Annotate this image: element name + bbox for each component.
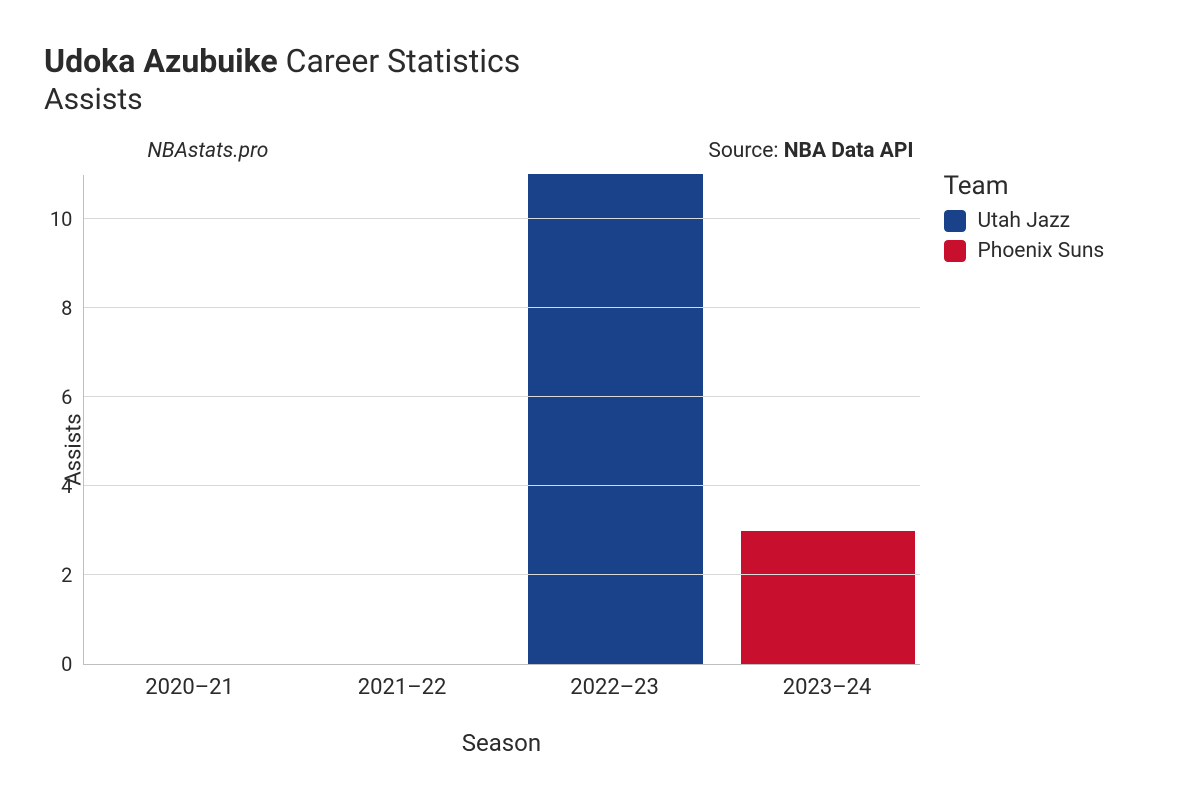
chart-subtitle: Assists — [44, 82, 1156, 117]
y-tick-label: 6 — [61, 385, 72, 409]
x-tick-label: 2021–22 — [358, 675, 447, 700]
legend-label: Utah Jazz — [978, 209, 1071, 233]
y-tick-label: 10 — [50, 207, 72, 231]
title-suffix: Career Statistics — [278, 42, 521, 80]
watermark-text: NBAstats.pro — [147, 139, 268, 163]
gridline — [84, 574, 919, 575]
legend-swatch — [944, 240, 966, 262]
gridline — [84, 307, 919, 308]
legend-item: Phoenix Suns — [944, 239, 1156, 263]
x-tick-label: 2023–24 — [783, 675, 872, 700]
gridline — [84, 396, 919, 397]
x-axis-label: Season — [83, 729, 919, 757]
legend-title: Team — [944, 171, 1156, 201]
legend-swatch — [944, 210, 966, 232]
source-prefix: Source: — [708, 139, 783, 163]
gridline — [84, 485, 919, 486]
legend-item: Utah Jazz — [944, 209, 1156, 233]
y-tick-label: 2 — [61, 563, 72, 587]
x-tick-label: 2020–21 — [145, 675, 234, 700]
title-player-name: Udoka Azubuike — [44, 42, 278, 80]
legend: Team Utah Jazz Phoenix Suns — [920, 137, 1156, 757]
source-text: Source: NBA Data API — [708, 139, 913, 163]
legend-label: Phoenix Suns — [978, 239, 1105, 263]
y-tick-label: 0 — [61, 652, 72, 676]
source-name: NBA Data API — [784, 139, 914, 163]
y-tick-label: 4 — [61, 474, 72, 498]
y-tick-label: 8 — [61, 296, 72, 320]
bar — [528, 174, 702, 664]
x-tick-label: 2022–23 — [570, 675, 659, 700]
plot-area: 0246810 — [83, 175, 919, 665]
chart-title: Udoka Azubuike Career Statistics — [44, 42, 1156, 80]
gridline — [84, 218, 919, 219]
bar — [741, 531, 915, 665]
x-tick-row: 2020–21 2021–22 2022–23 2023–24 — [83, 675, 919, 711]
